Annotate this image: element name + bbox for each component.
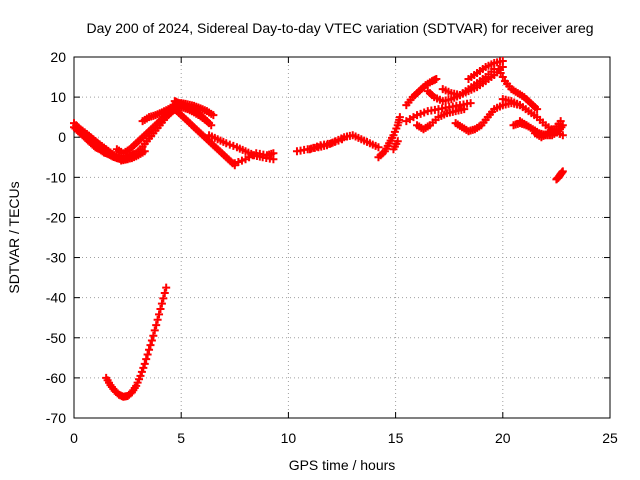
- data-point: [460, 105, 469, 114]
- chart-title: Day 200 of 2024, Sidereal Day-to-day VTE…: [86, 20, 593, 36]
- series-arc-23: [498, 95, 567, 140]
- series-arc-7: [170, 97, 192, 112]
- y-tick-label: 0: [58, 129, 66, 145]
- x-tick-label: 20: [495, 430, 511, 446]
- y-tick-label: -50: [46, 330, 66, 346]
- data-point: [162, 283, 171, 292]
- data-point: [558, 131, 567, 140]
- series-arc-19: [464, 57, 507, 84]
- y-tick-label: -60: [46, 370, 66, 386]
- data-series: [70, 57, 567, 401]
- data-point: [466, 99, 475, 108]
- series-arc-9: [230, 149, 278, 168]
- data-point: [209, 111, 218, 120]
- y-tick-label: -40: [46, 290, 66, 306]
- x-tick-label: 10: [281, 430, 297, 446]
- data-point: [159, 294, 168, 303]
- data-point: [153, 315, 162, 324]
- series-arc-14: [402, 75, 441, 110]
- data-point: [152, 321, 161, 330]
- series-arc-16: [413, 105, 469, 134]
- x-tick-label: 25: [602, 430, 618, 446]
- axis-ticks: -70 -60 -50 -40 -30 -20 -10 0 10 20 0 5 10 15 20 25: [46, 49, 618, 446]
- plot-area-frame: [73, 56, 611, 419]
- data-point: [136, 371, 145, 380]
- data-point: [143, 350, 152, 359]
- data-point: [496, 69, 505, 78]
- data-point: [558, 167, 567, 176]
- y-tick-label: 10: [50, 89, 66, 105]
- series-arc-6: [172, 107, 239, 170]
- data-point: [137, 367, 146, 376]
- data-point: [147, 336, 156, 345]
- data-point: [183, 103, 192, 112]
- data-point: [494, 65, 503, 74]
- y-tick-label: -30: [46, 250, 66, 266]
- data-point: [556, 117, 565, 126]
- series-arc-26: [552, 167, 567, 184]
- data-point: [269, 149, 278, 158]
- data-point: [140, 359, 149, 368]
- data-point: [139, 363, 148, 372]
- x-axis-label: GPS time / hours: [289, 457, 396, 473]
- data-point: [149, 331, 158, 340]
- data-point: [157, 299, 166, 308]
- data-point: [374, 143, 383, 152]
- y-tick-label: -10: [46, 169, 66, 185]
- x-tick-label: 15: [388, 430, 404, 446]
- series-arc-13: [389, 137, 402, 154]
- data-point: [142, 355, 151, 364]
- y-tick-label: -20: [46, 209, 66, 225]
- data-point: [160, 288, 169, 297]
- series-arc-12: [374, 113, 404, 162]
- data-point: [145, 345, 154, 354]
- series-arc-20: [494, 65, 542, 114]
- data-point: [393, 137, 402, 146]
- data-point: [432, 75, 441, 84]
- data-point: [558, 121, 567, 130]
- y-tick-label: -70: [46, 410, 66, 426]
- y-axis-label: SDTVAR / TECUs: [6, 181, 22, 293]
- data-point: [156, 305, 165, 314]
- series-arc-25: [530, 117, 565, 142]
- series-arc-27: [102, 283, 171, 401]
- series-arc-24: [509, 119, 531, 130]
- data-point: [498, 57, 507, 66]
- data-point: [522, 121, 531, 130]
- data-point: [395, 113, 404, 122]
- data-point: [338, 135, 346, 144]
- data-point: [207, 121, 216, 130]
- x-tick-label: 0: [70, 430, 78, 446]
- data-point: [146, 341, 155, 350]
- data-point: [498, 73, 507, 82]
- series-arc-15: [402, 99, 475, 126]
- y-tick-label: 20: [50, 49, 66, 65]
- data-point: [155, 310, 164, 319]
- data-point: [533, 105, 542, 114]
- x-tick-label: 5: [177, 430, 185, 446]
- series-arc-11: [305, 135, 346, 154]
- data-point: [150, 326, 159, 335]
